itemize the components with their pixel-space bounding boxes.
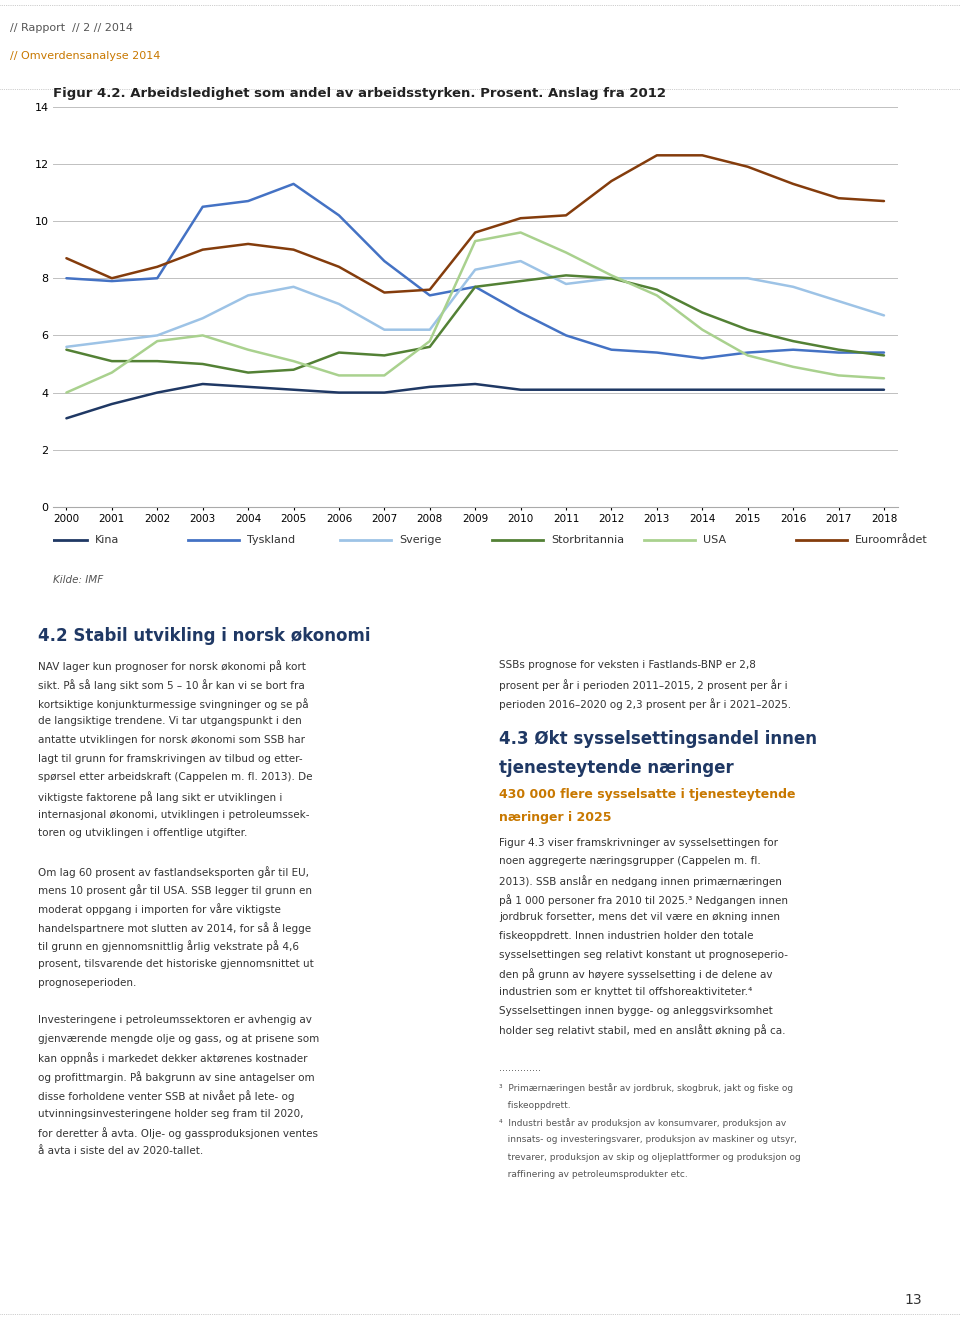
Text: Kilde: IMF: Kilde: IMF <box>53 575 103 586</box>
Text: til grunn en gjennomsnittlig årlig vekstrate på 4,6: til grunn en gjennomsnittlig årlig vekst… <box>38 940 300 952</box>
Text: 4.3 Økt sysselsettingsandel innen: 4.3 Økt sysselsettingsandel innen <box>499 730 817 747</box>
Text: internasjonal økonomi, utviklingen i petroleumssek-: internasjonal økonomi, utviklingen i pet… <box>38 810 310 819</box>
Text: prognoseperioden.: prognoseperioden. <box>38 978 136 987</box>
Text: 2013). SSB anslår en nedgang innen primærnæringen: 2013). SSB anslår en nedgang innen primæ… <box>499 875 782 887</box>
Text: // Omverdensanalyse 2014: // Omverdensanalyse 2014 <box>10 51 160 61</box>
Text: de langsiktige trendene. Vi tar utgangspunkt i den: de langsiktige trendene. Vi tar utgangsp… <box>38 716 302 726</box>
Text: jordbruk forsetter, mens det vil være en økning innen: jordbruk forsetter, mens det vil være en… <box>499 912 780 922</box>
Text: holder seg relativt stabil, med en anslått økning på ca.: holder seg relativt stabil, med en anslå… <box>499 1025 785 1037</box>
Text: Om lag 60 prosent av fastlandseksporten går til EU,: Om lag 60 prosent av fastlandseksporten … <box>38 866 309 878</box>
Text: ³  Primærnæringen består av jordbruk, skogbruk, jakt og fiske og: ³ Primærnæringen består av jordbruk, sko… <box>499 1083 793 1093</box>
Text: Tyskland: Tyskland <box>247 535 296 546</box>
Text: den på grunn av høyere sysselsetting i de delene av: den på grunn av høyere sysselsetting i d… <box>499 968 773 980</box>
Text: 13: 13 <box>904 1294 922 1307</box>
Text: innsats- og investeringsvarer, produksjon av maskiner og utsyr,: innsats- og investeringsvarer, produksjo… <box>499 1135 797 1145</box>
Text: perioden 2016–2020 og 2,3 prosent per år i 2021–2025.: perioden 2016–2020 og 2,3 prosent per år… <box>499 698 791 710</box>
Text: handelspartnere mot slutten av 2014, for så å legge: handelspartnere mot slutten av 2014, for… <box>38 922 312 934</box>
Text: noen aggregerte næringsgrupper (Cappelen m. fl.: noen aggregerte næringsgrupper (Cappelen… <box>499 856 761 866</box>
Text: næringer i 2025: næringer i 2025 <box>499 811 612 824</box>
Text: og profittmargin. På bakgrunn av sine antagelser om: og profittmargin. På bakgrunn av sine an… <box>38 1071 315 1083</box>
Text: Figur 4.2. Arbeidsledighet som andel av arbeidsstyrken. Prosent. Anslag fra 2012: Figur 4.2. Arbeidsledighet som andel av … <box>53 87 666 100</box>
Text: prosent per år i perioden 2011–2015, 2 prosent per år i: prosent per år i perioden 2011–2015, 2 p… <box>499 679 788 691</box>
Text: kortsiktige konjunkturmessige svingninger og se på: kortsiktige konjunkturmessige svingninge… <box>38 698 309 710</box>
Text: Kina: Kina <box>95 535 119 546</box>
Text: tjenesteytende næringer: tjenesteytende næringer <box>499 759 734 776</box>
Text: for deretter å avta. Olje- og gassproduksjonen ventes: for deretter å avta. Olje- og gassproduk… <box>38 1127 319 1139</box>
Text: prosent, tilsvarende det historiske gjennomsnittet ut: prosent, tilsvarende det historiske gjen… <box>38 959 314 968</box>
Text: antatte utviklingen for norsk økonomi som SSB har: antatte utviklingen for norsk økonomi so… <box>38 735 305 744</box>
Text: Euroområdet: Euroområdet <box>855 535 928 546</box>
Text: Storbritannia: Storbritannia <box>551 535 624 546</box>
Text: kan oppnås i markedet dekker aktørenes kostnader: kan oppnås i markedet dekker aktørenes k… <box>38 1053 308 1065</box>
Text: trevarer, produksjon av skip og oljeplattformer og produksjon og: trevarer, produksjon av skip og oljeplat… <box>499 1153 801 1162</box>
Text: 4.2 Stabil utvikling i norsk økonomi: 4.2 Stabil utvikling i norsk økonomi <box>38 627 371 644</box>
Text: toren og utviklingen i offentlige utgifter.: toren og utviklingen i offentlige utgift… <box>38 828 248 838</box>
Text: sysselsettingen seg relativt konstant ut prognoseperio-: sysselsettingen seg relativt konstant ut… <box>499 950 788 959</box>
Text: fiskeoppdrett.: fiskeoppdrett. <box>499 1101 571 1110</box>
Text: gjenværende mengde olje og gass, og at prisene som: gjenværende mengde olje og gass, og at p… <box>38 1034 320 1043</box>
Text: ..............: .............. <box>499 1063 541 1073</box>
Text: raffinering av petroleumsprodukter etc.: raffinering av petroleumsprodukter etc. <box>499 1170 688 1179</box>
Text: Investeringene i petroleumssektoren er avhengig av: Investeringene i petroleumssektoren er a… <box>38 1015 312 1025</box>
Text: USA: USA <box>704 535 727 546</box>
Text: Sverige: Sverige <box>399 535 442 546</box>
Text: moderat oppgang i importen for våre viktigste: moderat oppgang i importen for våre vikt… <box>38 903 281 915</box>
Text: Sysselsettingen innen bygge- og anleggsvirksomhet: Sysselsettingen innen bygge- og anleggsv… <box>499 1006 773 1015</box>
Text: SSBs prognose for veksten i Fastlands-BNP er 2,8: SSBs prognose for veksten i Fastlands-BN… <box>499 660 756 670</box>
Text: industrien som er knyttet til offshoreaktiviteter.⁴: industrien som er knyttet til offshoreak… <box>499 987 753 996</box>
Text: mens 10 prosent går til USA. SSB legger til grunn en: mens 10 prosent går til USA. SSB legger … <box>38 884 312 896</box>
Text: NAV lager kun prognoser for norsk økonomi på kort: NAV lager kun prognoser for norsk økonom… <box>38 660 306 672</box>
Text: å avta i siste del av 2020-tallet.: å avta i siste del av 2020-tallet. <box>38 1146 204 1155</box>
Text: disse forholdene venter SSB at nivået på lete- og: disse forholdene venter SSB at nivået på… <box>38 1090 295 1102</box>
Text: sikt. På så lang sikt som 5 – 10 år kan vi se bort fra: sikt. På så lang sikt som 5 – 10 år kan … <box>38 679 305 691</box>
Text: Figur 4.3 viser framskrivninger av sysselsettingen for: Figur 4.3 viser framskrivninger av sysse… <box>499 838 779 847</box>
Text: ⁴  Industri består av produksjon av konsumvarer, produksjon av: ⁴ Industri består av produksjon av konsu… <box>499 1118 786 1127</box>
Text: på 1 000 personer fra 2010 til 2025.³ Nedgangen innen: på 1 000 personer fra 2010 til 2025.³ Ne… <box>499 894 788 906</box>
Text: viktigste faktorene på lang sikt er utviklingen i: viktigste faktorene på lang sikt er utvi… <box>38 791 283 803</box>
Text: spørsel etter arbeidskraft (Cappelen m. fl. 2013). De: spørsel etter arbeidskraft (Cappelen m. … <box>38 772 313 782</box>
Text: 430 000 flere sysselsatte i tjenesteytende: 430 000 flere sysselsatte i tjenesteyten… <box>499 788 796 802</box>
Text: fiskeoppdrett. Innen industrien holder den totale: fiskeoppdrett. Innen industrien holder d… <box>499 931 754 940</box>
Text: lagt til grunn for framskrivingen av tilbud og etter-: lagt til grunn for framskrivingen av til… <box>38 754 303 763</box>
Text: utvinningsinvesteringene holder seg fram til 2020,: utvinningsinvesteringene holder seg fram… <box>38 1109 304 1118</box>
Text: // Rapport  // 2 // 2014: // Rapport // 2 // 2014 <box>10 24 132 33</box>
